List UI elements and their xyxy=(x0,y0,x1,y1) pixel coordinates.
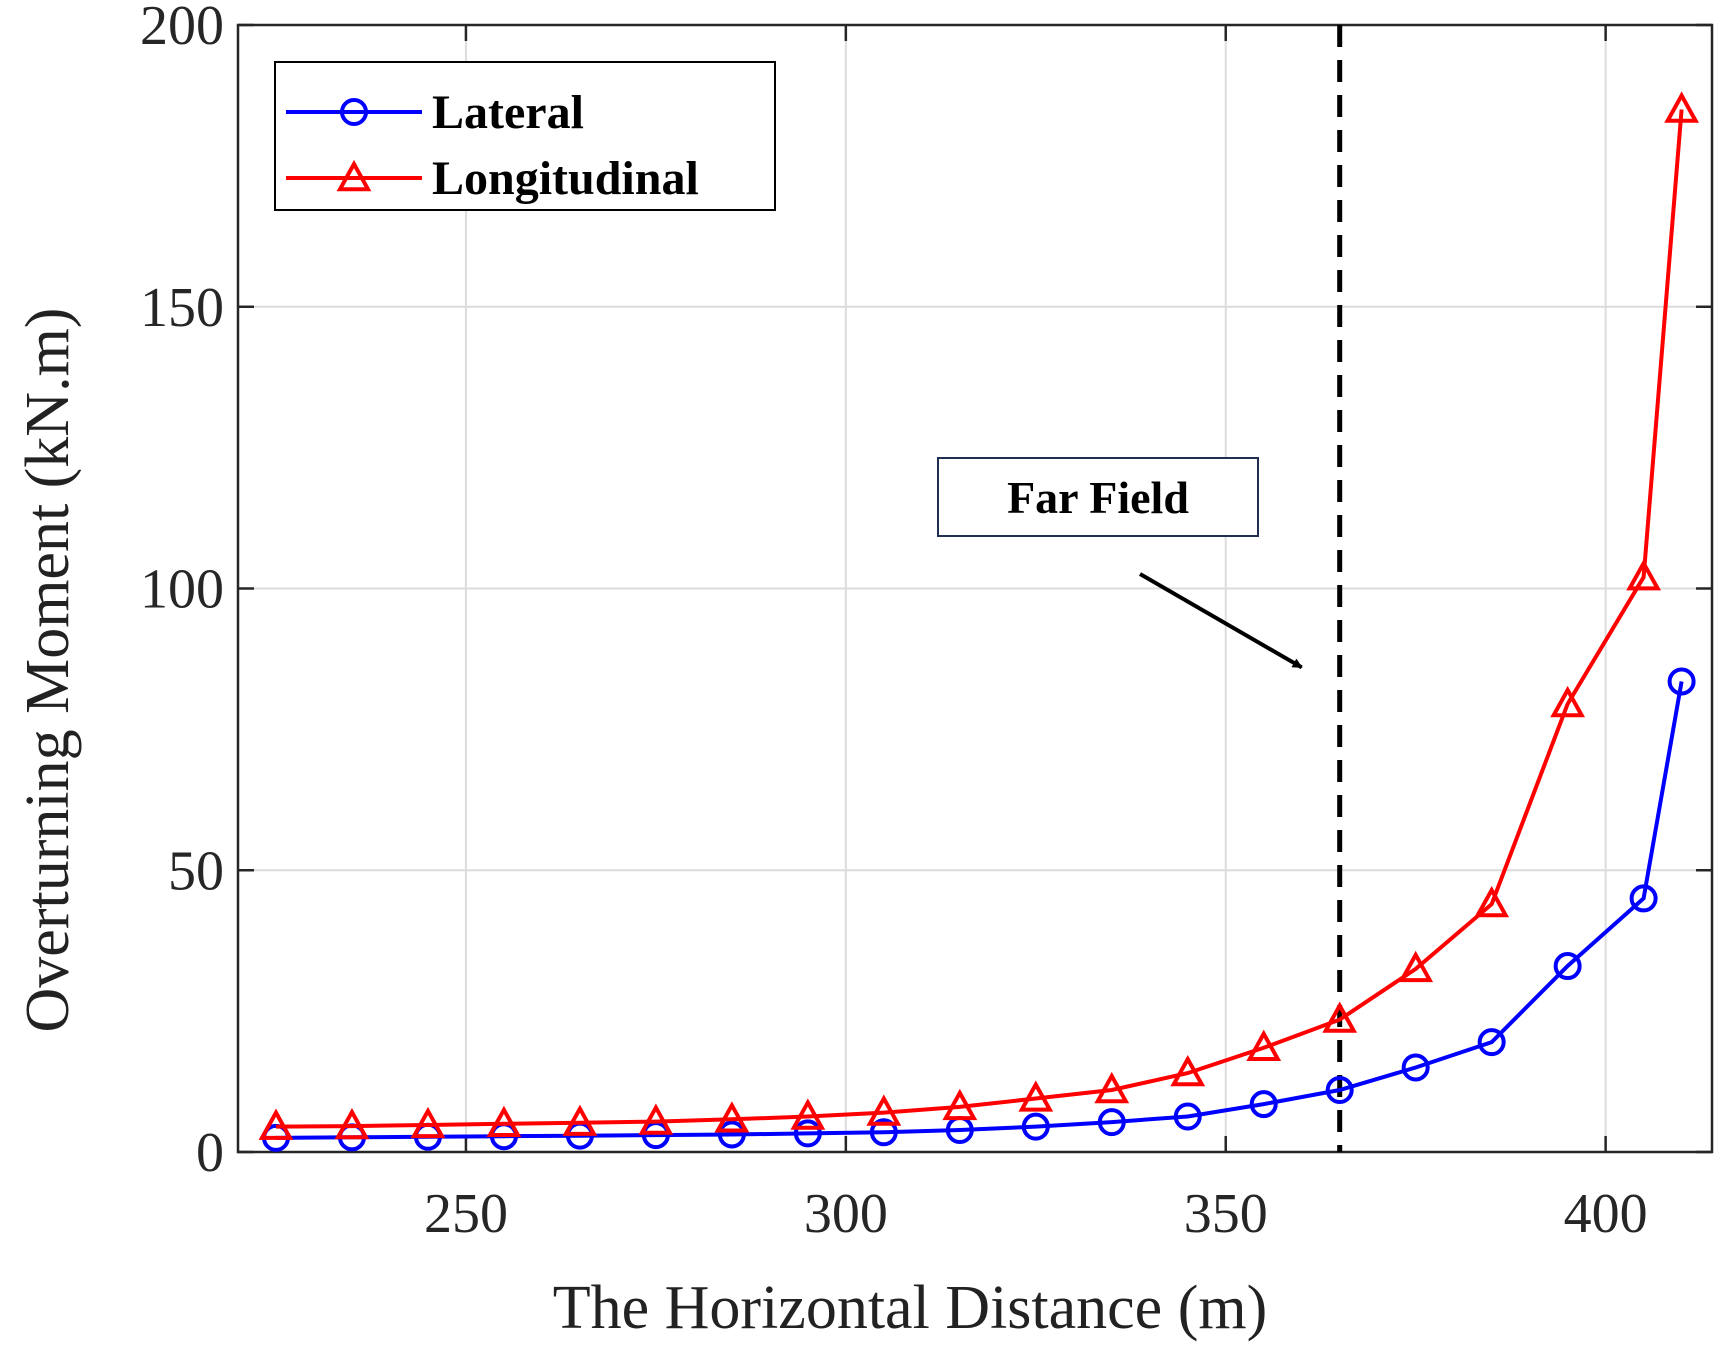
legend-entry-lateral: Lateral xyxy=(286,86,584,139)
legend: Lateral Longitudinal xyxy=(274,61,776,211)
y-tick-label: 200 xyxy=(140,0,224,57)
x-tick-label: 350 xyxy=(1184,1183,1268,1245)
point-longitudinal xyxy=(486,1105,522,1138)
point-lateral xyxy=(1021,1112,1050,1141)
point-longitudinal xyxy=(1018,1080,1054,1112)
legend-entry-longitudinal: Longitudinal xyxy=(286,152,699,205)
point-lateral xyxy=(1553,952,1582,981)
point-longitudinal xyxy=(1322,1001,1358,1033)
point-longitudinal xyxy=(866,1094,902,1126)
point-longitudinal xyxy=(790,1098,826,1130)
far-field-arrow xyxy=(1138,572,1303,670)
grid-lines xyxy=(238,25,1712,1152)
annotation-group: Far Field xyxy=(937,457,1303,670)
point-lateral xyxy=(1249,1090,1278,1119)
point-longitudinal xyxy=(714,1101,750,1133)
y-tick-label: 150 xyxy=(140,277,224,339)
point-lateral xyxy=(1401,1053,1430,1082)
point-lateral xyxy=(869,1118,898,1147)
point-longitudinal xyxy=(942,1088,978,1121)
point-longitudinal xyxy=(334,1107,370,1140)
point-lateral xyxy=(1629,884,1658,913)
point-lateral xyxy=(1477,1028,1506,1057)
point-lateral xyxy=(717,1120,746,1149)
point-longitudinal xyxy=(1474,885,1510,918)
y-tick-label: 50 xyxy=(168,840,224,902)
series-longitudinal xyxy=(258,91,1700,1140)
point-longitudinal xyxy=(1664,91,1700,123)
point-lateral xyxy=(1173,1102,1202,1131)
point-lateral xyxy=(1667,667,1696,696)
point-longitudinal xyxy=(1170,1054,1206,1087)
series-group xyxy=(258,91,1700,1152)
legend-label-longitudinal: Longitudinal xyxy=(432,152,699,205)
point-longitudinal xyxy=(1246,1029,1282,1061)
point-longitudinal xyxy=(638,1103,674,1135)
point-lateral xyxy=(1097,1108,1126,1137)
x-tick-label: 300 xyxy=(804,1183,888,1245)
point-lateral xyxy=(1325,1076,1354,1105)
legend-marker-longitudinal xyxy=(336,159,372,192)
legend-box xyxy=(274,61,776,211)
x-axis-label: The Horizontal Distance (m) xyxy=(553,1274,1267,1342)
point-longitudinal xyxy=(1094,1071,1130,1104)
y-tick-label: 100 xyxy=(140,559,224,621)
point-longitudinal xyxy=(258,1108,294,1140)
y-tick-label: 0 xyxy=(196,1122,224,1184)
x-tick-label: 400 xyxy=(1564,1183,1648,1245)
legend-label-lateral: Lateral xyxy=(432,86,584,139)
point-longitudinal xyxy=(562,1104,598,1136)
point-lateral xyxy=(793,1119,822,1148)
x-tick-label: 250 xyxy=(424,1183,508,1245)
point-longitudinal xyxy=(1550,685,1586,718)
point-longitudinal xyxy=(1626,559,1662,591)
far-field-annotation-text: Far Field xyxy=(1007,472,1189,523)
plot-axes: 250 300 350 400 0 50 100 150 200 xyxy=(140,0,1714,1245)
legend-marker-lateral xyxy=(340,98,368,126)
y-axis-label: Overturning Moment (kN.m) xyxy=(14,308,82,1033)
point-longitudinal xyxy=(410,1106,446,1139)
far-field-annotation-box xyxy=(937,457,1259,537)
point-longitudinal xyxy=(1398,950,1434,983)
